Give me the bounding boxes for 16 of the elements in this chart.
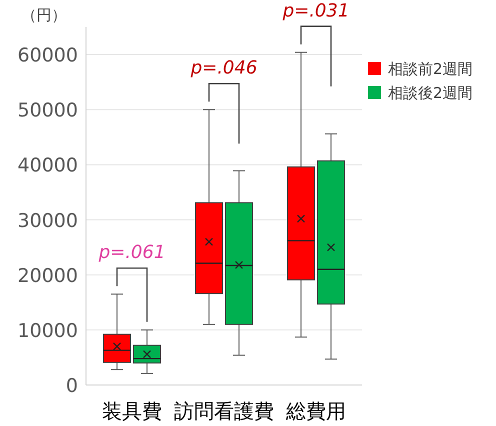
- y-tick-label: 20000: [18, 264, 78, 287]
- y-tick-label: 10000: [18, 320, 78, 342]
- y-tick-label: 40000: [18, 154, 78, 177]
- y-tick-label: 0: [66, 375, 78, 397]
- y-tick-label: 60000: [18, 44, 78, 67]
- x-tick-label: 装具費: [102, 399, 162, 423]
- x-tick-label: 訪問看護費: [174, 399, 274, 423]
- y-tick-label: 30000: [18, 210, 78, 232]
- annotation: p=.061: [98, 242, 166, 264]
- annotation: p=.046: [190, 58, 258, 79]
- legend-label: 相談後2週間: [388, 84, 473, 102]
- x-tick-label: 総費用: [285, 399, 346, 423]
- legend-label: 相談前2週間: [388, 60, 473, 78]
- text: p=.031: [282, 0, 350, 22]
- y-axis-title: （円）: [22, 6, 66, 24]
- y-tick-label: 50000: [18, 100, 78, 122]
